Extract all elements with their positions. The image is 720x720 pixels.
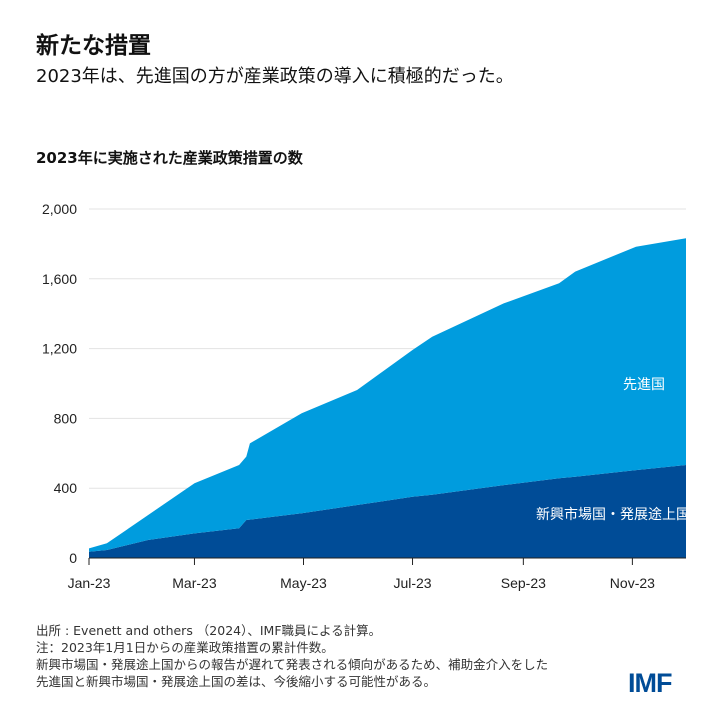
x-tick-label: Sep-23 xyxy=(501,575,546,591)
series-label-advanced: 先進国 xyxy=(623,377,665,393)
footnote-line: 先進国と新興市場国・発展途上国の差は、今後縮小する可能性がある。 xyxy=(36,674,437,689)
chart-notes: 出所 : Evenett and others （2024）、IMF職員による計… xyxy=(36,622,548,690)
source-note: 出所 : Evenett and others （2024）、IMF職員による計… xyxy=(36,623,382,638)
area-series-1 xyxy=(89,238,686,552)
series-label-emerging: 新興市場国・発展途上国 xyxy=(536,506,690,523)
page-subtitle: 2023年は、先進国の方が産業政策の導入に積極的だった。 xyxy=(36,66,514,87)
x-tick-label: Jan-23 xyxy=(68,575,111,591)
y-tick-label: 400 xyxy=(54,480,78,496)
y-tick-label: 0 xyxy=(69,550,77,566)
imf-logo: IMF xyxy=(628,668,672,698)
y-tick-label: 2,000 xyxy=(42,201,77,217)
page-title: 新たな措置 xyxy=(36,33,151,59)
x-tick-label: May-23 xyxy=(280,575,327,591)
area-series-0 xyxy=(89,465,686,558)
chart-title: 2023年に実施された産業政策措置の数 xyxy=(36,149,303,167)
x-tick-label: Mar-23 xyxy=(172,575,217,591)
footnote: 注：2023年1月1日からの産業政策措置の累計件数。 xyxy=(36,640,334,655)
x-tick-label: Jul-23 xyxy=(393,575,431,591)
footnote-line: 新興市場国・発展途上国からの報告が遅れて発表される傾向があるため、補助金介入をし… xyxy=(36,657,549,672)
y-tick-label: 800 xyxy=(54,410,78,426)
y-tick-label: 1,200 xyxy=(42,341,77,357)
y-tick-label: 1,600 xyxy=(42,271,77,287)
x-tick-label: Nov-23 xyxy=(610,575,655,591)
